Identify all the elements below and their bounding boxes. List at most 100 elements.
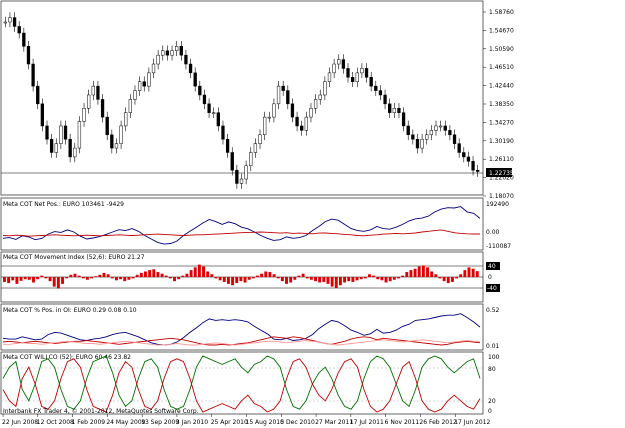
price-chart-pane[interactable]: 1.58760 1.54670 1.50590 1.46510 1.42440 1.383… [0, 0, 514, 200]
movement-bar [417, 266, 421, 277]
price-pane-frame [0, 0, 484, 196]
candle-body [119, 125, 123, 144]
movement-bar [409, 270, 413, 277]
candle-body [202, 94, 207, 105]
willco-scale-0: 0 [488, 408, 492, 415]
copyright-footer: Interbank FX Trader 4, © 2001-2012, Meta… [3, 408, 199, 415]
candle-body [216, 112, 220, 127]
movement-bar [459, 274, 463, 277]
candle-body [383, 94, 387, 105]
movement-bar [305, 277, 309, 279]
candle-body [337, 59, 341, 65]
candlestick-series [3, 12, 480, 189]
candle-body [332, 63, 336, 74]
candle-body [374, 85, 378, 91]
candle-body [207, 103, 211, 113]
indicator-line [2, 355, 481, 410]
movement-bar [243, 277, 247, 283]
net-pos-pane[interactable]: Meta COT Net Pos.: EURO 103461 -9429 192… [0, 197, 511, 251]
time-axis-label: 3 Jan 2010 [176, 419, 208, 426]
net-pos-frame [0, 197, 484, 251]
time-axis-label: 12 Oct 2008 [37, 419, 74, 426]
movement-bar [226, 277, 230, 284]
indicator-line [2, 206, 481, 245]
candle-body [378, 90, 383, 96]
time-axis-label: 15 Aug 2010 [246, 419, 285, 426]
candle-body [151, 63, 156, 74]
candle-body [318, 94, 322, 100]
price-scale-label: 1.38350 [489, 101, 514, 108]
movement-index-pane[interactable]: Meta COT Movement Index (52,6): EURO 21.… [0, 251, 500, 303]
candle-body [184, 54, 188, 65]
movement-bar [231, 277, 235, 286]
willco-scale-80: 80 [488, 366, 496, 373]
movement-bar [73, 273, 77, 277]
candle-body [397, 108, 401, 113]
candle-body [438, 125, 443, 128]
movement-bar [94, 276, 98, 277]
candle-body [457, 143, 461, 153]
willco-scale-20: 20 [488, 398, 496, 405]
movement-bar [368, 274, 371, 277]
candle-body [360, 68, 364, 74]
candle-body [198, 85, 202, 96]
movement-bar [48, 277, 52, 282]
movement-bar [193, 267, 197, 277]
movement-scale-top: 40 [488, 263, 496, 270]
candle-body [420, 138, 424, 149]
candle-body [161, 50, 165, 56]
candle-body [476, 169, 480, 172]
candle-body [309, 108, 313, 118]
willco-title: Meta COT WILLCO (52): EURO 60.46 23.82 [3, 354, 131, 361]
candle-body [452, 134, 457, 144]
candle-body [290, 103, 295, 118]
candle-body [40, 103, 45, 127]
candle-body [110, 134, 114, 149]
movement-bar [384, 277, 388, 283]
movement-bar [309, 277, 313, 280]
movement-bar [185, 273, 189, 277]
movement-bar [23, 277, 27, 280]
candle-body [54, 143, 58, 153]
candle-body [221, 125, 225, 140]
movement-bar [131, 277, 135, 279]
movement-bar [56, 277, 60, 289]
candle-body [239, 178, 244, 184]
movement-bar [359, 277, 363, 280]
movement-bar [160, 273, 164, 277]
movement-upper-marker [486, 262, 500, 270]
pos-in-oi-pane[interactable]: Meta COT % Pos. in OI: EURO 0.29 0.08 0.… [0, 303, 500, 351]
movement-bar [102, 272, 106, 277]
candle-body [281, 85, 285, 91]
net-pos-lines [2, 206, 481, 245]
candle-body [295, 116, 299, 127]
movement-bar [168, 277, 172, 279]
movement-bar [239, 277, 243, 282]
movement-bar [463, 270, 467, 277]
price-scale-label: 1.18070 [489, 193, 514, 200]
candle-body [235, 169, 239, 184]
candle-body [272, 103, 276, 118]
movement-bar [61, 277, 64, 284]
candle-body [63, 125, 68, 140]
candle-body [425, 134, 429, 140]
movement-bar [475, 271, 479, 277]
movement-bar [355, 277, 359, 281]
candle-body [26, 46, 31, 65]
movement-bar [81, 277, 85, 279]
candle-body [22, 32, 26, 47]
price-scale-label: 1.46510 [489, 64, 514, 71]
candle-body [369, 77, 373, 87]
movement-bar [119, 277, 123, 280]
time-axis-label: 6 Nov 2011 [385, 419, 420, 426]
price-scale-label: 1.50590 [489, 46, 514, 53]
movement-bar [15, 277, 19, 284]
movement-bar [471, 268, 475, 277]
movement-bar [65, 277, 69, 279]
candle-body [8, 17, 12, 23]
candle-body [300, 125, 304, 131]
candle-body [87, 94, 91, 109]
movement-bar [455, 277, 459, 279]
willco-pane[interactable]: Meta COT WILLCO (52): EURO 60.46 23.82 1… [0, 351, 500, 415]
indicator-line [2, 229, 480, 237]
